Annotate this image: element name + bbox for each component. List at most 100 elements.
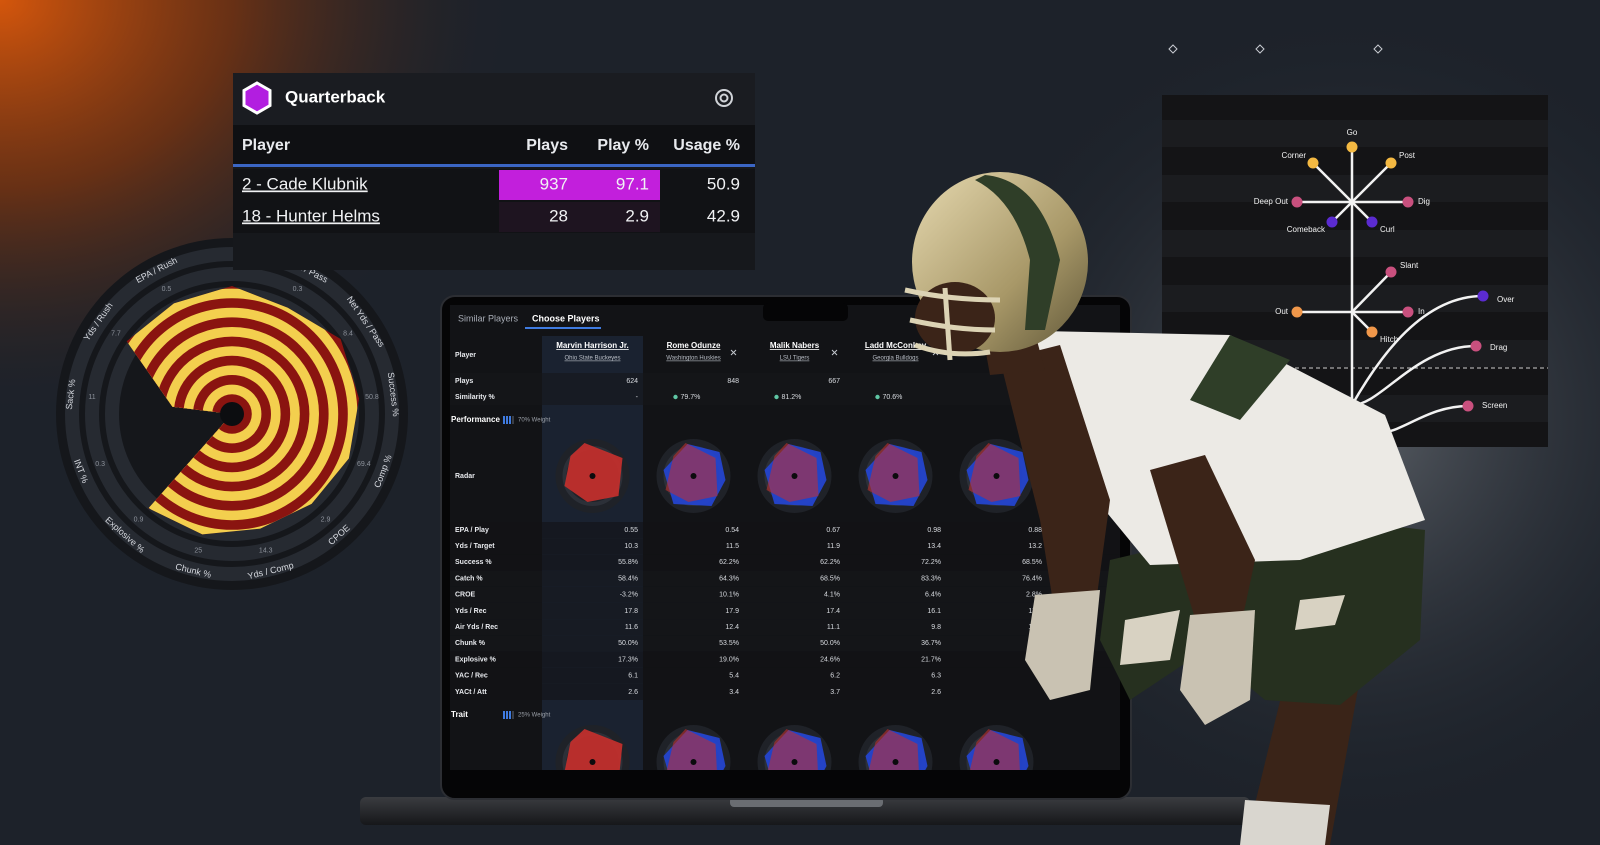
cell-value: 667: [828, 378, 840, 385]
cell-value: 6.2: [830, 673, 840, 680]
cell-value: 848: [727, 378, 739, 385]
mini-radar-shape-red: [766, 443, 819, 502]
cell-value: 0.55: [624, 527, 638, 534]
row-bg: [450, 651, 1120, 668]
field-stripe: [1162, 230, 1548, 257]
cell-value: 53.5%: [719, 640, 739, 647]
stat-cell: 97.1: [616, 174, 649, 193]
radar-axis-max: 50.8: [365, 394, 379, 401]
cell-value: 83.3%: [921, 575, 941, 582]
row-bg: [450, 570, 1120, 587]
route-label: Drag: [1490, 343, 1507, 352]
cell-value: 11.5: [726, 543, 739, 550]
route-label: Post: [1399, 151, 1416, 160]
cell-value: 0.98: [927, 527, 941, 534]
row-label: Chunk %: [455, 640, 486, 647]
cell-value: 50.0%: [820, 640, 840, 647]
remove-icon[interactable]: [730, 349, 737, 356]
mini-radar-center: [993, 473, 1000, 479]
row-bg: [450, 586, 1120, 603]
weight-bar: [503, 711, 505, 719]
row-label: Radar: [455, 473, 475, 480]
cell-value: -: [636, 394, 639, 401]
cell-value: 36.7%: [921, 640, 941, 647]
cell-value: 9.8: [931, 624, 941, 631]
row-label: Yds / Target: [455, 543, 495, 550]
player-school[interactable]: Ohio State Buckeyes: [564, 356, 620, 362]
route-node: [1402, 196, 1414, 208]
cell-value: 2.8%: [1026, 592, 1042, 599]
stat-cell: 937: [540, 174, 568, 193]
helmet-facemask: [904, 287, 1001, 361]
stat-cell: 50.9: [707, 174, 740, 193]
cell-value: 13.4: [927, 543, 941, 550]
row-label: Catch %: [455, 575, 483, 582]
radar-axis-max: 8.4: [343, 331, 353, 338]
column-header: Plays: [526, 137, 568, 154]
player-link[interactable]: 18 - Hunter Helms: [242, 206, 380, 225]
row-bg: [450, 554, 1120, 571]
cell-value: 0.67: [826, 527, 840, 534]
row-bg: [450, 389, 1120, 405]
stat-cell: 28: [549, 206, 568, 225]
mini-radar-center: [791, 473, 798, 479]
helmet-stripe: [975, 175, 1060, 330]
qb-card: Quarterback Player Plays Play % Usage % 2 - C…: [233, 73, 755, 270]
mini-radar-center: [892, 759, 899, 765]
player-link[interactable]: 2 - Cade Klubnik: [242, 174, 368, 193]
player-name[interactable]: Ladd McConkey: [865, 341, 927, 350]
route-line: [1312, 162, 1353, 203]
tab-active[interactable]: Choose Players: [532, 313, 600, 323]
athlete-photo: [904, 172, 1425, 845]
athlete-sock: [1240, 800, 1330, 845]
cell-value: 68.5%: [820, 575, 840, 582]
radar-axis-max: 0.9: [134, 516, 144, 523]
weight-bar: [509, 711, 511, 719]
player-name[interactable]: Marvin Harrison Jr.: [556, 341, 628, 350]
route-label: Screen: [1482, 401, 1507, 410]
cell-value: 13.2: [1028, 543, 1042, 550]
route-label: Over: [1497, 295, 1515, 304]
radar-axis-max: 69.4: [357, 461, 371, 468]
player-school[interactable]: Georgia Bulldogs: [872, 356, 918, 362]
mini-radar-shape-red: [665, 443, 718, 502]
route-label: In: [1418, 307, 1425, 316]
cell-value: 0.88: [1028, 527, 1042, 534]
weight-bar: [509, 416, 511, 424]
card-title: Quarterback: [285, 87, 386, 106]
radar-ring: [85, 267, 379, 561]
radar-axis-max: 11: [88, 394, 95, 401]
cell-value: 62.2%: [719, 559, 739, 566]
mini-radar-shape-red: [867, 443, 920, 502]
radar-axis-max: 2.9: [321, 516, 331, 523]
player-name[interactable]: Malik Nabers: [770, 341, 820, 350]
route-node: [1366, 326, 1378, 338]
cell-value: 24.6%: [820, 656, 840, 663]
weight-bar: [512, 416, 514, 424]
player-school[interactable]: LSU Tigers: [780, 356, 810, 362]
route-line: [1351, 162, 1392, 203]
mini-radar-shape-red: [968, 443, 1021, 502]
cell-value: 2.6: [931, 689, 941, 696]
remove-icon[interactable]: [831, 349, 838, 356]
cell-value: 2.6: [628, 689, 638, 696]
mini-radar-shape-red: [868, 729, 919, 770]
row-bg: [450, 603, 1120, 619]
route-node: [1462, 400, 1474, 412]
position-hexagon: [242, 81, 272, 115]
route-node: [1326, 216, 1338, 228]
tab[interactable]: Similar Players: [458, 313, 519, 323]
player-name[interactable]: Rome Odunze: [667, 341, 721, 350]
target-icon[interactable]: [715, 89, 733, 107]
weight-bar: [506, 416, 508, 424]
stat-cell: 2.9: [625, 206, 649, 225]
athlete-jersey-stripe: [1190, 335, 1290, 420]
radar-axis-max: 0.3: [293, 286, 303, 293]
route-node: [1291, 196, 1303, 208]
cell-value: 19.0%: [719, 656, 739, 663]
player-school[interactable]: Washington Huskies: [666, 356, 720, 362]
header-label: Player: [455, 352, 476, 359]
row-label: YAC / Rec: [455, 673, 488, 680]
